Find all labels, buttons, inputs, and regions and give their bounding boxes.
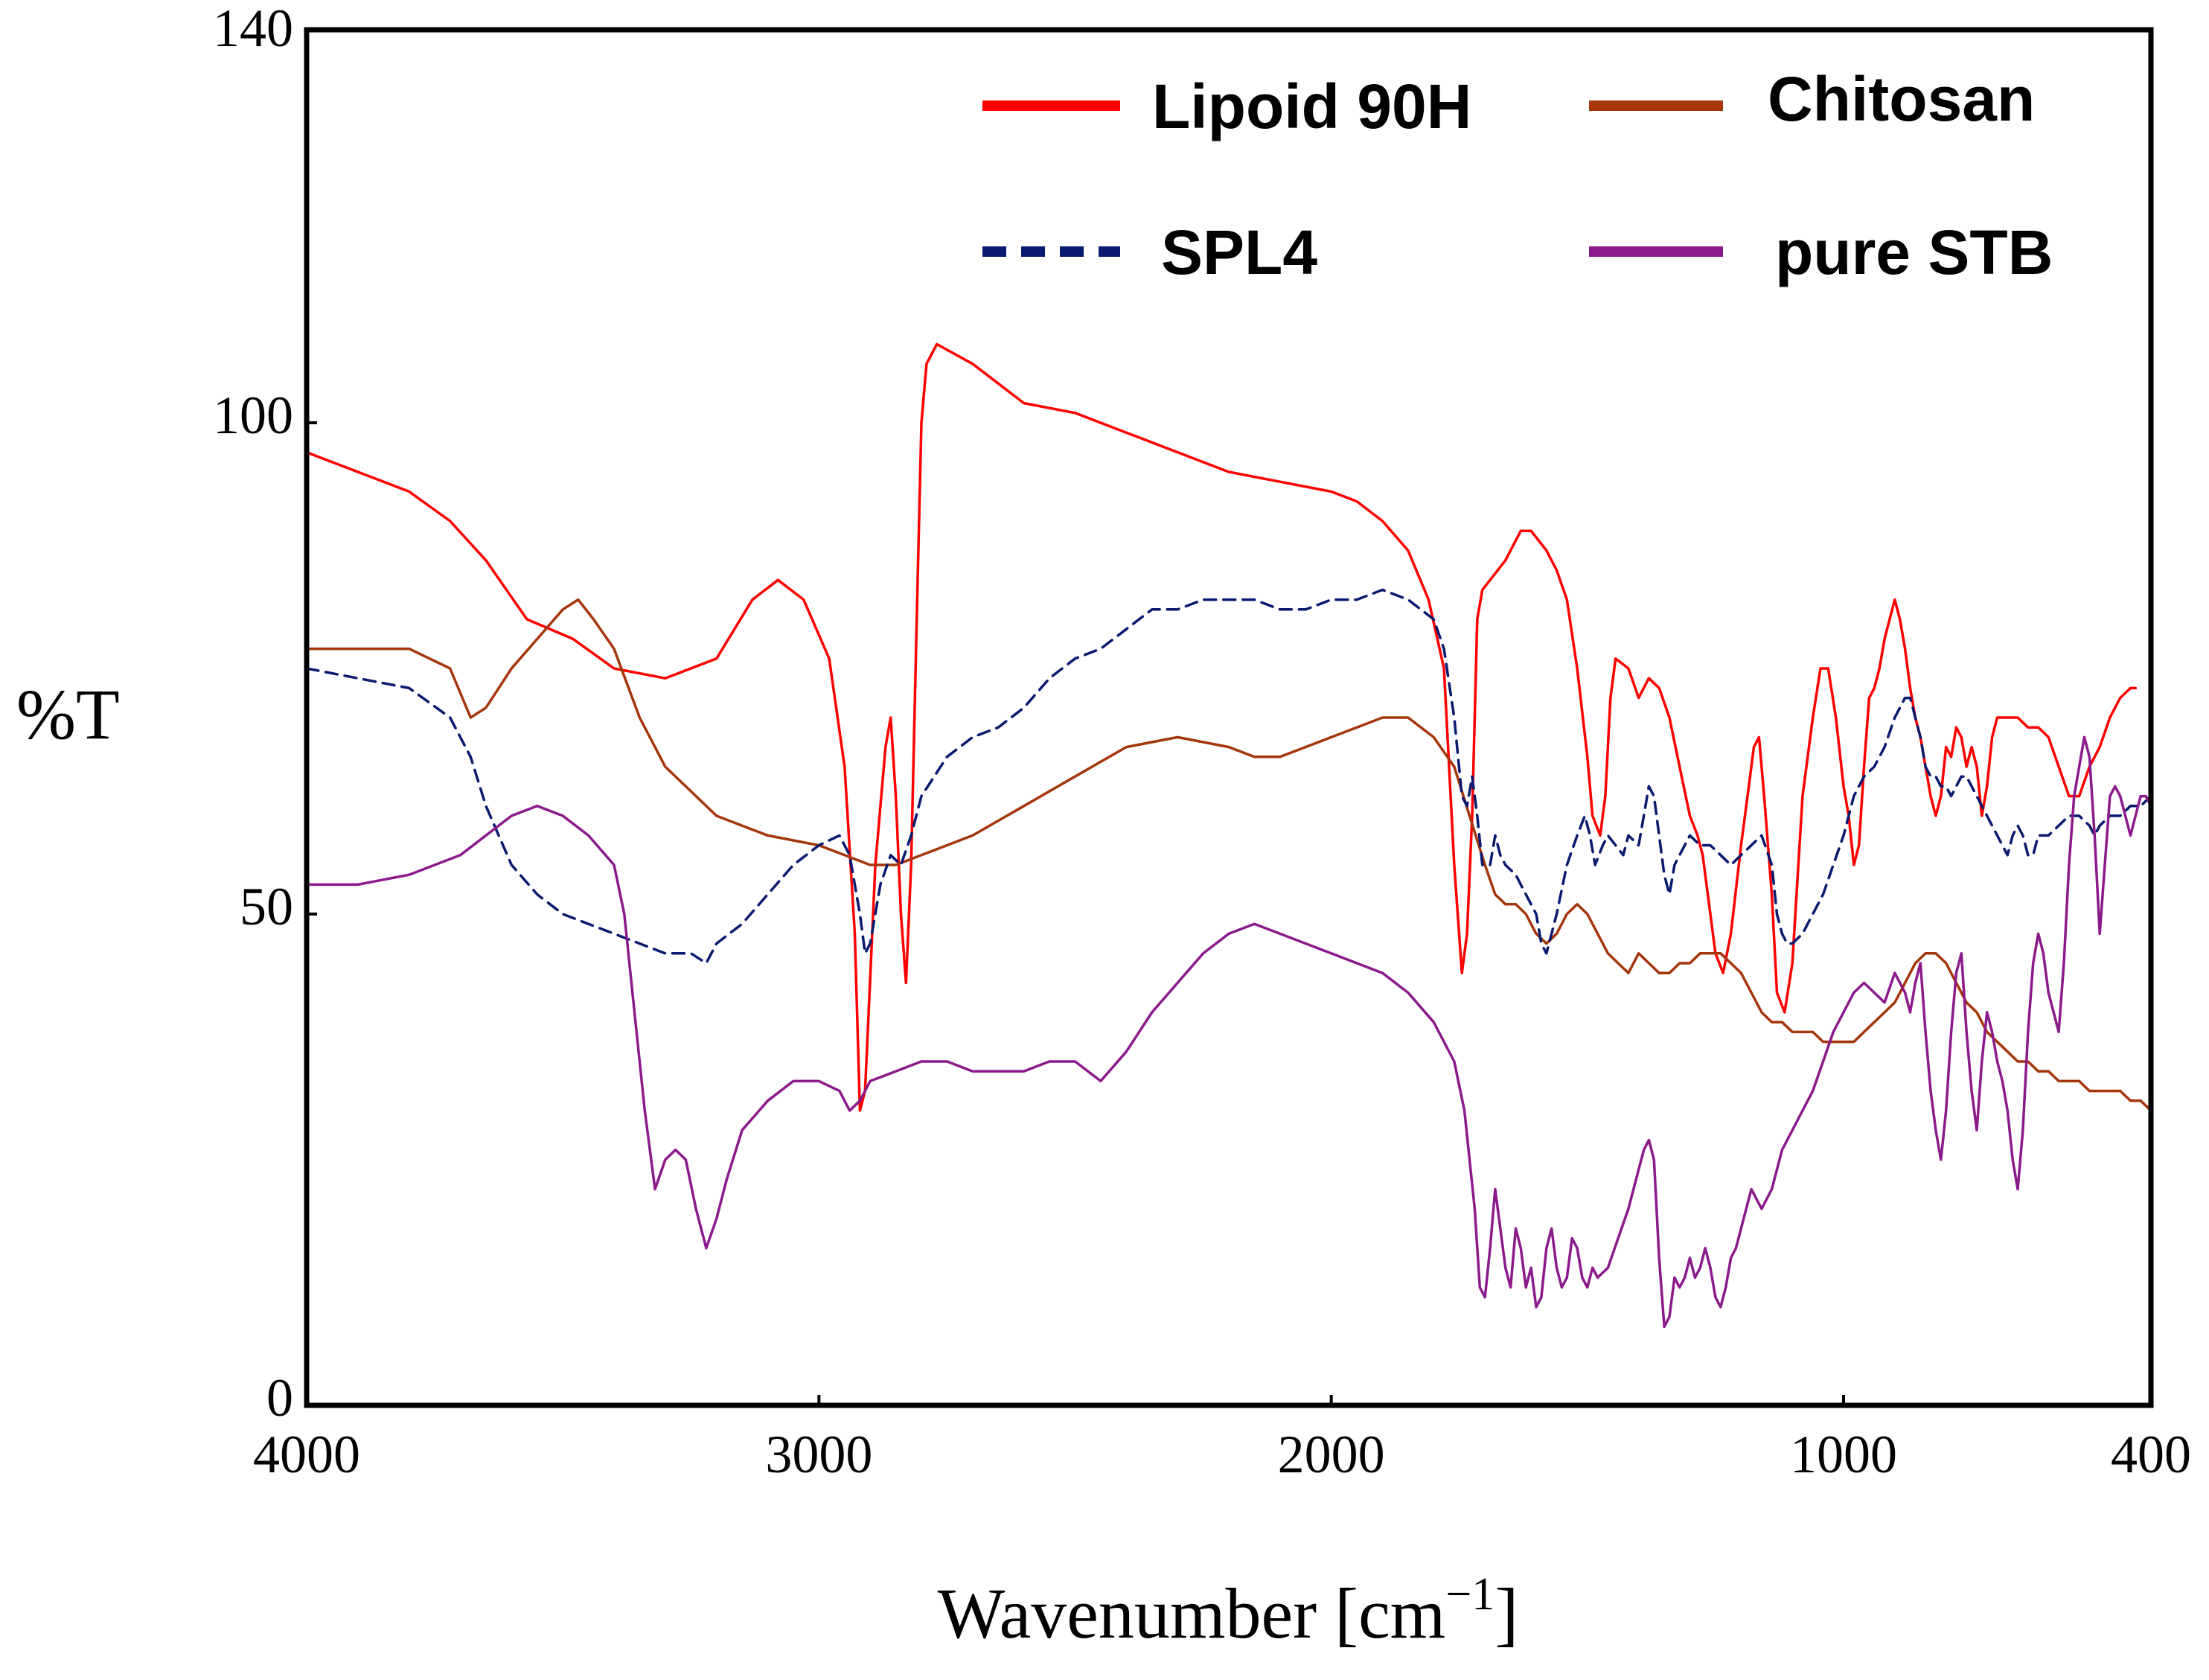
series-layer (307, 342, 2151, 1329)
y-axis-ticks: 0 50 100 140 (213, 0, 317, 1428)
legend-label-chitosan: Chitosan (1768, 64, 2035, 134)
y-axis-title: %T (16, 674, 120, 754)
x-tick-label-3000: 3000 (765, 1425, 872, 1484)
x-tick-label-2000: 2000 (1278, 1425, 1385, 1484)
x-tick-label-4000: 4000 (253, 1425, 360, 1484)
legend: Lipoid 90H Chitosan SPL4 pure STB (982, 64, 2053, 287)
series-line-pure-stb (307, 735, 2151, 1329)
y-tick-label-50: 50 (240, 877, 293, 936)
x-axis-title-main: Wavenumber [cm (938, 1574, 1446, 1653)
x-axis-ticks: 4000 3000 2000 1000 400 (253, 1395, 2191, 1484)
legend-label-lipoid-90h: Lipoid 90H (1152, 71, 1471, 141)
legend-label-pure-stb: pure STB (1775, 217, 2053, 287)
x-axis-title-exponent: −1 (1445, 1569, 1494, 1620)
y-tick-label-140: 140 (213, 0, 293, 58)
series-line-spl4 (307, 588, 2151, 965)
series-line-chitosan (307, 598, 2151, 1112)
series-line-lipoid-90h (307, 342, 2138, 1112)
y-tick-label-0: 0 (266, 1368, 293, 1428)
x-tick-label-1000: 1000 (1790, 1425, 1897, 1484)
x-axis-title-close: ] (1494, 1574, 1518, 1653)
y-tick-label-100: 100 (213, 386, 293, 445)
legend-label-spl4: SPL4 (1161, 217, 1317, 287)
x-tick-label-400: 400 (2111, 1425, 2191, 1484)
plot-frame (304, 27, 2154, 1408)
x-axis-title: Wavenumber [cm−1] (938, 1569, 1519, 1653)
